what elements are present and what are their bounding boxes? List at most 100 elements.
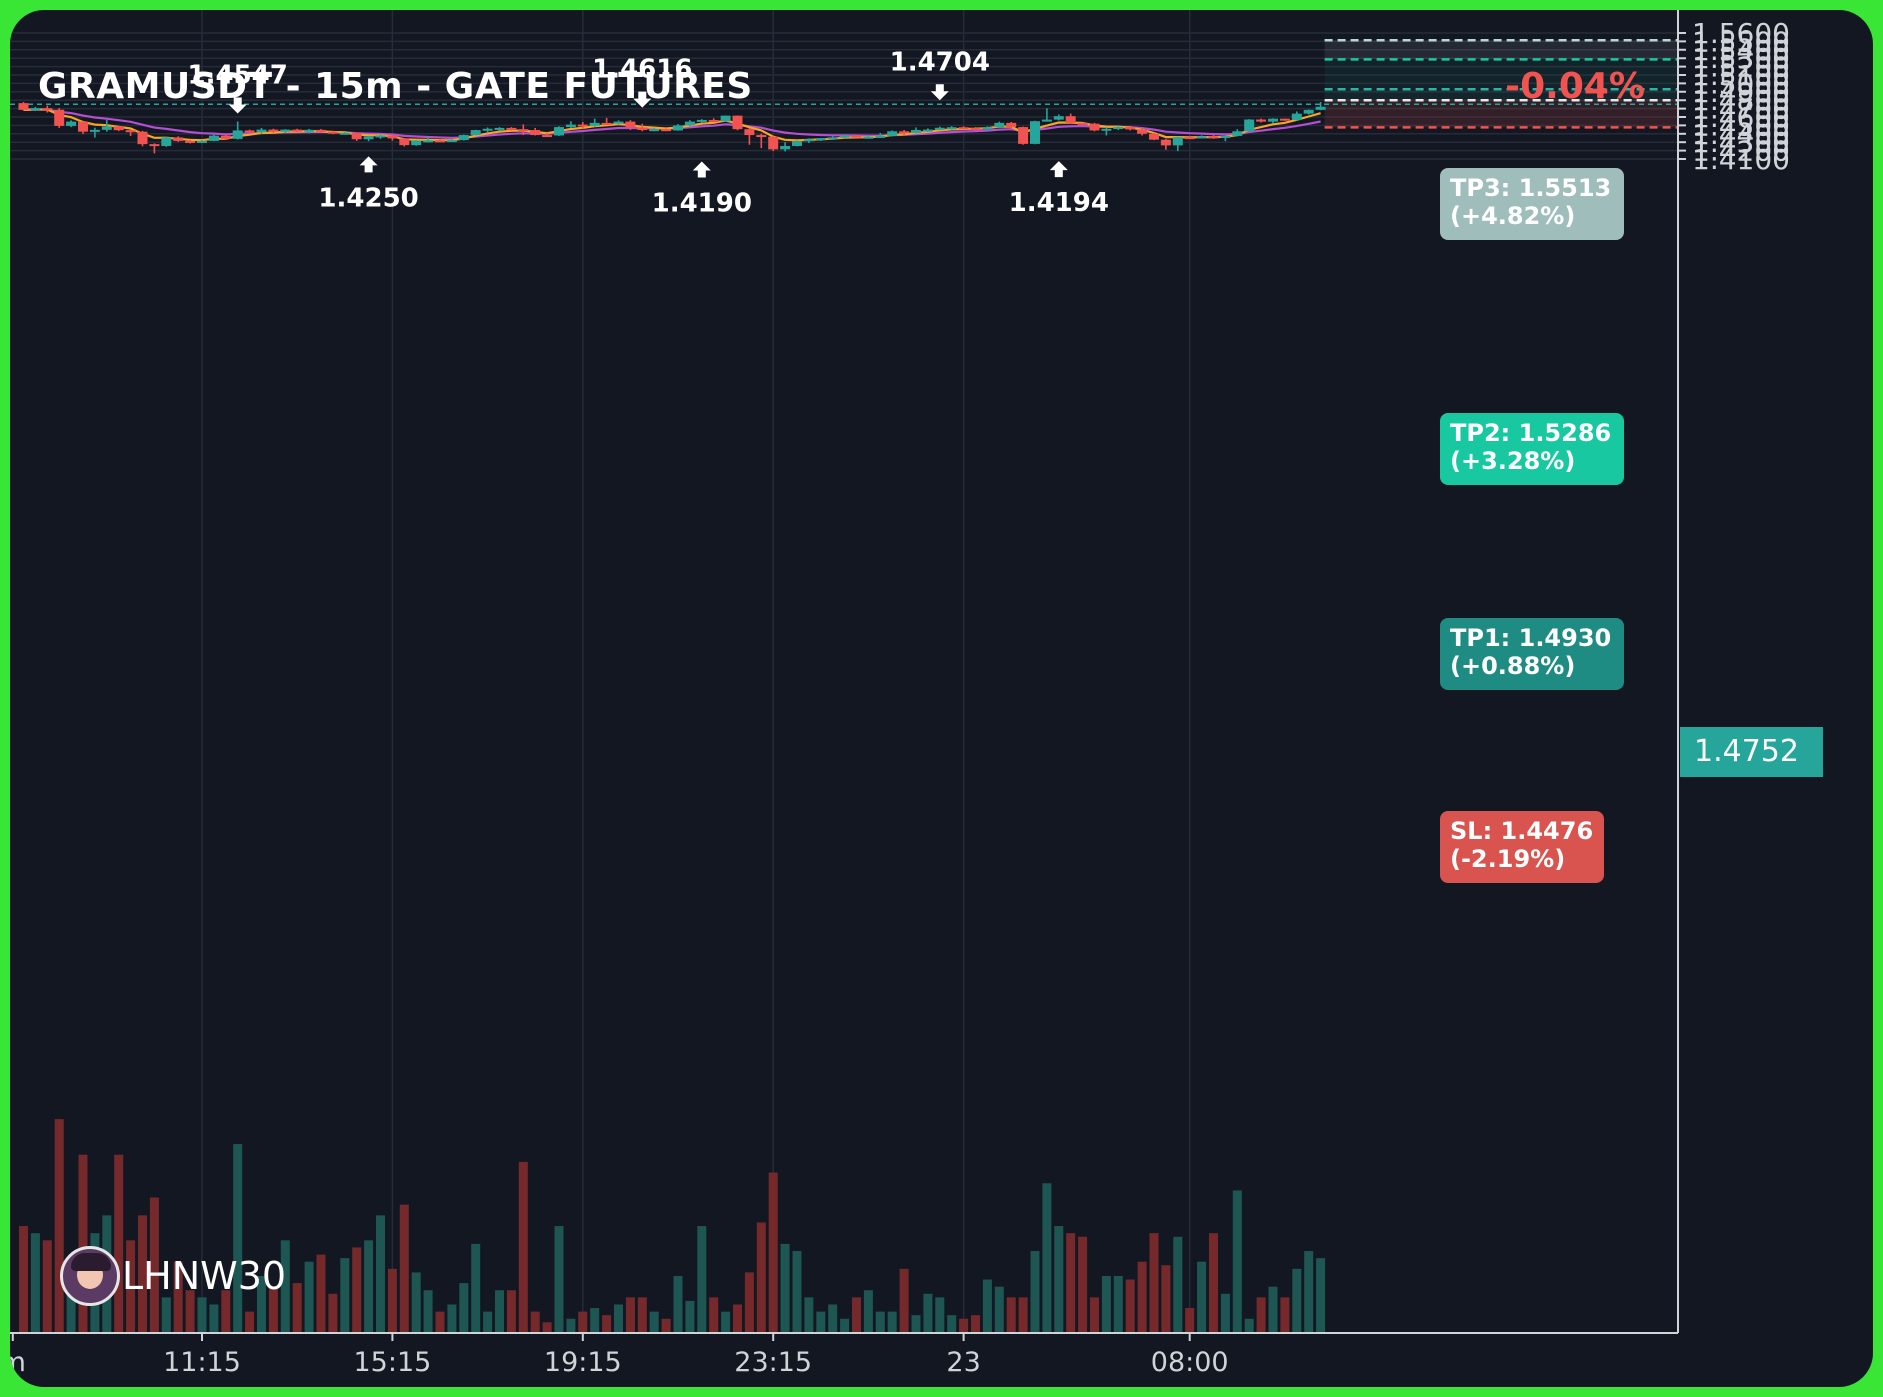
volume-bar xyxy=(173,1261,183,1333)
candle-body xyxy=(922,129,933,132)
volume-bar xyxy=(30,1233,40,1333)
volume-bar xyxy=(923,1293,933,1333)
candle-body xyxy=(1113,127,1124,130)
volume-bar xyxy=(1006,1297,1016,1333)
candle-body xyxy=(446,140,457,143)
volume-bar xyxy=(376,1215,385,1333)
candle-body xyxy=(268,129,279,132)
candle-body xyxy=(137,131,148,145)
tp3-price-label: TP3: 1.5513 xyxy=(1450,174,1612,202)
candle-body xyxy=(494,127,505,130)
candle-body xyxy=(1208,136,1219,139)
candle-body xyxy=(649,129,660,132)
volume-bar xyxy=(673,1275,683,1333)
volume-bar xyxy=(756,1222,766,1333)
volume-bar xyxy=(114,1154,124,1333)
candle-body xyxy=(149,144,160,147)
volume-bar xyxy=(840,1318,850,1333)
volume-bar xyxy=(399,1204,409,1333)
volume-bar xyxy=(530,1311,540,1333)
volume-bar xyxy=(233,1144,243,1333)
volume-bar xyxy=(697,1226,707,1333)
volume-bar xyxy=(744,1272,754,1333)
candle-body xyxy=(173,137,184,141)
candle-body xyxy=(1065,116,1076,123)
candle-body xyxy=(1291,113,1302,120)
candle-body xyxy=(768,136,779,150)
volume-bar xyxy=(721,1311,731,1333)
candle-body xyxy=(161,137,172,146)
candle-body xyxy=(506,127,517,130)
candle-body xyxy=(970,128,981,131)
candle-body xyxy=(720,115,731,122)
trough-price-label: 1.4194 xyxy=(1009,188,1109,218)
volume-bar xyxy=(982,1279,992,1333)
candle-body xyxy=(613,121,624,124)
volume-bar xyxy=(126,1240,136,1333)
down-arrow-icon xyxy=(930,84,949,101)
chart-panel: 1.5600 1.5500 1.5400 1.5300 1.5200 1.5100 1.50… xyxy=(10,10,1873,1387)
candle-body xyxy=(1041,119,1052,122)
peak-price-label: 1.4547 xyxy=(188,60,288,90)
candle-body xyxy=(482,128,493,131)
volume-bar xyxy=(1316,1258,1326,1333)
volume-bar xyxy=(1101,1275,1111,1333)
volume-bar xyxy=(1292,1268,1302,1333)
candle-body xyxy=(458,135,469,141)
candle-body xyxy=(732,115,743,130)
tp1-zone xyxy=(1324,89,1678,101)
volume-bar xyxy=(1280,1297,1290,1333)
candle-body xyxy=(899,131,910,134)
volume-bar xyxy=(459,1283,469,1333)
candle-body xyxy=(1077,122,1088,125)
candle-body xyxy=(256,129,267,133)
volume-bar xyxy=(197,1297,207,1333)
tp1-badge: TP1: 1.4930 (+0.88%) xyxy=(1440,618,1624,690)
volume-bar xyxy=(828,1304,838,1333)
volume-bar xyxy=(340,1258,350,1333)
candle-body xyxy=(54,109,65,126)
volume-bar xyxy=(1030,1251,1040,1333)
candle-body xyxy=(780,145,791,150)
candle-body xyxy=(958,127,969,130)
avatar-icon xyxy=(60,1246,120,1306)
y-tick-label: 1.5300 xyxy=(1692,42,1790,75)
candle-body xyxy=(316,129,326,132)
volume-bar xyxy=(423,1290,433,1333)
y-tick-label: 1.4900 xyxy=(1692,76,1790,109)
candle-body xyxy=(1006,122,1017,128)
peak-price-label: 1.4616 xyxy=(592,55,692,85)
volume-bar xyxy=(221,1290,231,1333)
candle-body xyxy=(78,121,88,132)
volume-bar xyxy=(935,1297,945,1333)
volume-bar xyxy=(542,1322,552,1333)
candle-body xyxy=(125,130,136,133)
candle-body xyxy=(684,121,695,126)
volume-bar xyxy=(387,1268,397,1333)
candle-body xyxy=(839,135,850,138)
up-arrow-icon xyxy=(1049,161,1068,178)
x-tick-label: 23 xyxy=(946,1347,980,1378)
volume-bar xyxy=(411,1272,421,1333)
y-tick-label: 1.4300 xyxy=(1692,126,1790,159)
candle-body xyxy=(1018,127,1029,144)
candle-body xyxy=(280,129,291,132)
volume-bar xyxy=(554,1226,564,1333)
candle-body xyxy=(327,131,338,134)
volume-bar xyxy=(733,1304,742,1333)
candle-body xyxy=(387,135,398,139)
volume-bar xyxy=(590,1308,600,1333)
volume-bar xyxy=(1149,1233,1159,1333)
candle-body xyxy=(339,132,350,135)
volume-bar xyxy=(78,1154,88,1333)
current-price-tag: 1.4752 xyxy=(1680,727,1823,777)
candle-body xyxy=(934,127,945,130)
candle-body xyxy=(1053,116,1064,120)
volume-bar xyxy=(1042,1183,1052,1333)
trough-price-label: 1.4190 xyxy=(652,188,752,218)
candle-body xyxy=(542,135,553,138)
volume-bar xyxy=(245,1311,255,1333)
volume-bar xyxy=(804,1297,814,1333)
y-tick-label: 1.5200 xyxy=(1692,51,1790,84)
volume-bar xyxy=(1090,1297,1099,1333)
